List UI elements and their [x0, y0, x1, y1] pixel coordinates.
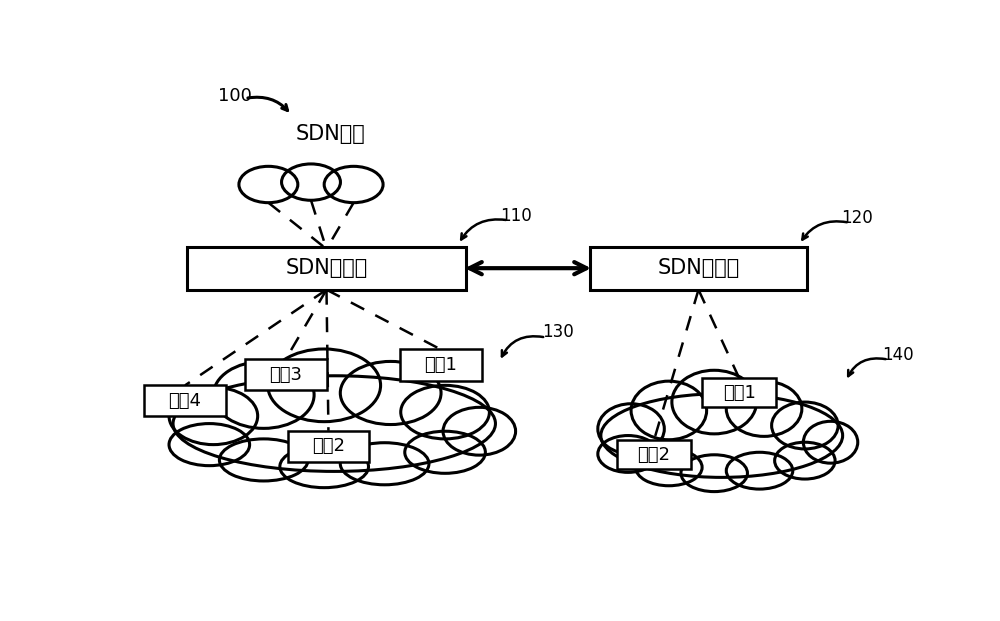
FancyBboxPatch shape: [187, 247, 466, 289]
FancyBboxPatch shape: [400, 350, 482, 381]
Text: 服务3: 服务3: [269, 366, 302, 384]
Ellipse shape: [681, 455, 747, 492]
Ellipse shape: [340, 443, 429, 485]
Ellipse shape: [601, 394, 843, 478]
Ellipse shape: [219, 439, 308, 481]
Text: SDN应用: SDN应用: [296, 124, 365, 144]
Ellipse shape: [672, 370, 757, 434]
Ellipse shape: [598, 435, 658, 473]
Ellipse shape: [775, 442, 835, 479]
Ellipse shape: [726, 381, 802, 437]
Text: 100: 100: [218, 87, 252, 105]
FancyBboxPatch shape: [245, 359, 326, 390]
Text: 140: 140: [883, 346, 914, 364]
Text: 服务1: 服务1: [723, 384, 756, 402]
Ellipse shape: [598, 404, 664, 454]
FancyBboxPatch shape: [288, 431, 369, 462]
Text: 服务2: 服务2: [312, 437, 345, 455]
Text: 服务2: 服务2: [637, 446, 670, 464]
Text: 120: 120: [842, 209, 873, 227]
Text: SDN控制器: SDN控制器: [657, 258, 740, 278]
FancyBboxPatch shape: [702, 378, 776, 407]
Ellipse shape: [173, 376, 495, 471]
Text: 130: 130: [542, 323, 573, 341]
Ellipse shape: [803, 421, 858, 463]
FancyBboxPatch shape: [144, 385, 226, 417]
Ellipse shape: [401, 385, 489, 439]
Ellipse shape: [631, 381, 707, 440]
Ellipse shape: [340, 361, 441, 425]
Ellipse shape: [169, 388, 258, 445]
Ellipse shape: [280, 446, 369, 487]
Ellipse shape: [726, 452, 793, 489]
Ellipse shape: [268, 349, 381, 422]
Circle shape: [282, 164, 340, 201]
Ellipse shape: [169, 424, 250, 466]
FancyBboxPatch shape: [617, 440, 691, 469]
Text: SDN控制器: SDN控制器: [285, 258, 368, 278]
Circle shape: [239, 166, 298, 202]
Text: 服务1: 服务1: [424, 356, 457, 374]
Ellipse shape: [636, 449, 702, 486]
Ellipse shape: [772, 402, 838, 449]
Ellipse shape: [443, 407, 516, 455]
Text: 服务4: 服务4: [169, 392, 202, 410]
Text: 110: 110: [501, 207, 532, 225]
Ellipse shape: [213, 361, 314, 428]
Ellipse shape: [405, 431, 485, 473]
FancyBboxPatch shape: [590, 247, 807, 289]
Circle shape: [324, 166, 383, 202]
